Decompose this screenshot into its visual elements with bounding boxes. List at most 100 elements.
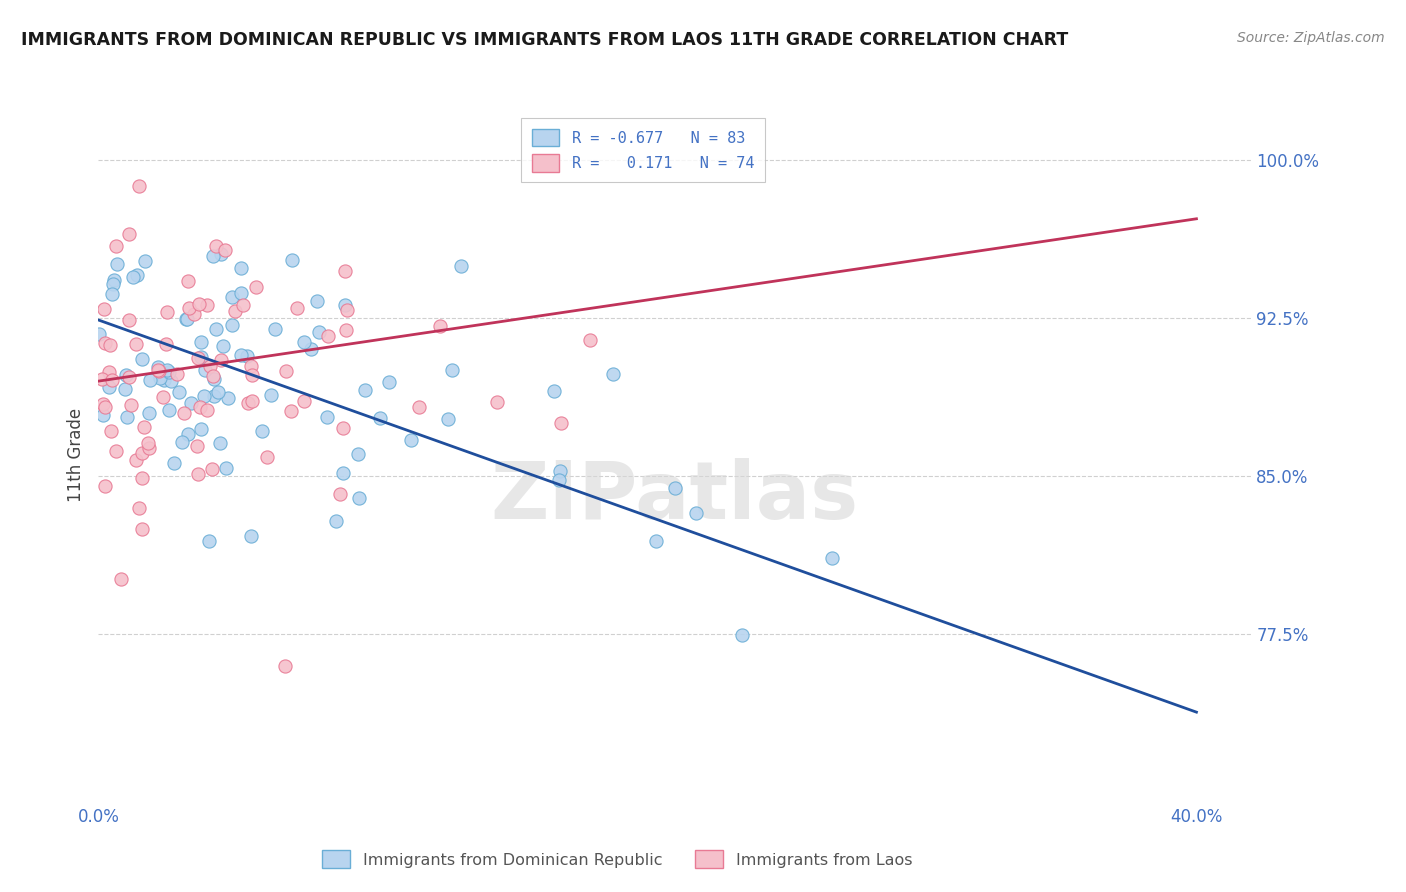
- Point: [105, 257, 128, 271]
- Point: [429, 318, 451, 333]
- Point: [209, 352, 232, 367]
- Point: [335, 302, 357, 317]
- Point: [335, 298, 357, 312]
- Point: [187, 467, 209, 481]
- Point: [98, 338, 121, 352]
- Point: [118, 227, 141, 241]
- Point: [229, 348, 252, 362]
- Point: [131, 471, 153, 485]
- Point: [91, 397, 114, 411]
- Point: [101, 373, 124, 387]
- Point: [125, 453, 148, 467]
- Point: [136, 435, 159, 450]
- Point: [664, 481, 686, 495]
- Point: [368, 411, 391, 425]
- Point: [131, 352, 153, 367]
- Point: [131, 522, 153, 536]
- Point: [347, 447, 370, 461]
- Point: [190, 421, 212, 435]
- Point: [548, 464, 571, 478]
- Point: [450, 260, 472, 274]
- Point: [281, 253, 304, 268]
- Point: [118, 313, 141, 327]
- Point: [180, 395, 202, 409]
- Point: [212, 339, 235, 353]
- Point: [152, 390, 174, 404]
- Point: [221, 318, 243, 332]
- Point: [378, 375, 401, 389]
- Point: [177, 427, 200, 442]
- Point: [118, 370, 141, 384]
- Point: [292, 335, 315, 350]
- Point: [98, 365, 121, 379]
- Point: [441, 363, 464, 377]
- Point: [148, 359, 170, 374]
- Point: [285, 301, 308, 316]
- Point: [128, 178, 150, 193]
- Point: [240, 394, 263, 409]
- Point: [263, 322, 285, 336]
- Point: [114, 382, 136, 396]
- Point: [190, 350, 212, 364]
- Point: [177, 274, 200, 288]
- Point: [215, 460, 238, 475]
- Point: [157, 403, 180, 417]
- Point: [194, 363, 217, 377]
- Point: [579, 333, 602, 347]
- Point: [177, 301, 200, 316]
- Point: [198, 359, 221, 373]
- Point: [325, 514, 347, 528]
- Point: [174, 311, 197, 326]
- Point: [104, 239, 127, 253]
- Point: [187, 351, 209, 366]
- Point: [224, 304, 246, 318]
- Point: [299, 342, 322, 356]
- Point: [201, 249, 224, 263]
- Point: [103, 273, 125, 287]
- Point: [242, 368, 264, 382]
- Point: [308, 325, 330, 339]
- Point: [333, 263, 356, 277]
- Point: [280, 404, 302, 418]
- Point: [731, 627, 754, 641]
- Point: [229, 285, 252, 300]
- Point: [122, 270, 145, 285]
- Point: [207, 385, 229, 400]
- Point: [274, 363, 297, 377]
- Point: [132, 420, 155, 434]
- Point: [332, 421, 354, 435]
- Point: [250, 424, 273, 438]
- Point: [305, 294, 328, 309]
- Point: [335, 323, 357, 337]
- Point: [101, 277, 124, 292]
- Point: [240, 529, 263, 543]
- Point: [201, 461, 224, 475]
- Point: [193, 389, 215, 403]
- Point: [236, 349, 259, 363]
- Point: [100, 424, 122, 438]
- Point: [115, 410, 138, 425]
- Point: [94, 401, 117, 415]
- Point: [202, 388, 225, 402]
- Point: [125, 268, 148, 283]
- Point: [187, 297, 209, 311]
- Point: [256, 450, 278, 464]
- Text: ZIPatlas: ZIPatlas: [491, 458, 859, 536]
- Point: [294, 393, 316, 408]
- Point: [274, 658, 297, 673]
- Point: [548, 474, 571, 488]
- Point: [190, 334, 212, 349]
- Point: [139, 373, 162, 387]
- Point: [157, 365, 180, 379]
- Point: [169, 384, 191, 399]
- Point: [550, 416, 572, 430]
- Point: [149, 371, 172, 385]
- Point: [115, 368, 138, 382]
- Point: [195, 298, 218, 312]
- Point: [176, 312, 198, 326]
- Point: [160, 374, 183, 388]
- Point: [329, 487, 352, 501]
- Point: [437, 412, 460, 426]
- Point: [485, 395, 508, 409]
- Point: [183, 307, 205, 321]
